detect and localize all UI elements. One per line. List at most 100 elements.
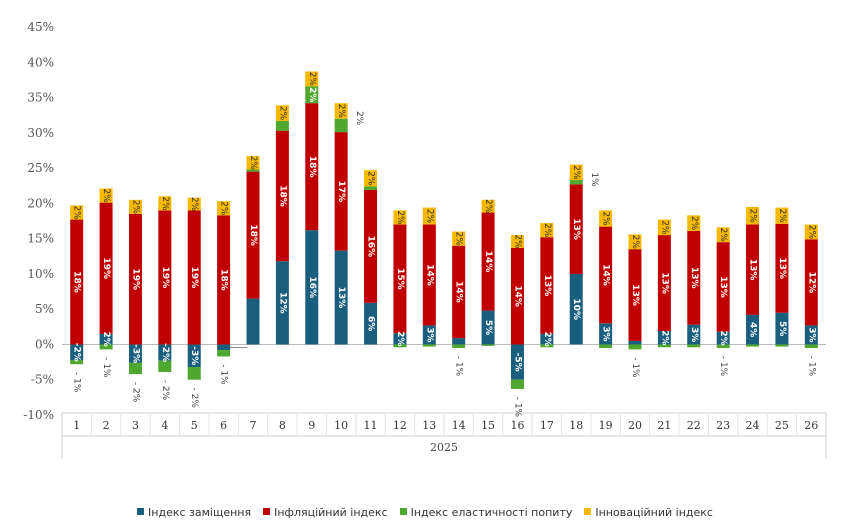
bar-value-label: 13% <box>542 275 552 297</box>
x-tick-label: 1 <box>73 419 80 432</box>
bar-segment <box>217 201 231 216</box>
bar-segment <box>158 210 172 345</box>
x-tick-label: 11 <box>364 419 378 432</box>
y-tick-label: 5% <box>35 302 54 316</box>
bar-segment <box>481 199 495 213</box>
bar-value-label: 18% <box>277 185 287 207</box>
bar-segment <box>540 344 554 348</box>
bar-segment <box>746 224 760 315</box>
bar-value-label: - 1% <box>219 364 229 385</box>
bar-segment <box>746 344 760 347</box>
bar-segment <box>657 344 671 348</box>
bar-value-label: 2% <box>630 235 640 250</box>
bar-value-label: 2% <box>659 220 669 235</box>
bar-value-label: 12% <box>277 292 287 314</box>
bar-value-label: 2% <box>689 216 699 231</box>
bar-segment <box>452 338 466 345</box>
bar-segment <box>246 169 260 172</box>
y-tick-label: 20% <box>27 196 54 210</box>
bar-segment <box>275 120 289 131</box>
bar-segment <box>716 227 730 243</box>
bar-value-label: 18% <box>307 156 317 178</box>
bar-segment <box>569 184 583 274</box>
bar-value-label: 2% <box>659 330 669 345</box>
bar-segment <box>422 207 436 225</box>
bar-value-label: 15% <box>395 268 405 290</box>
bar-segment <box>657 219 671 236</box>
x-tick-label: 4 <box>161 419 168 432</box>
bar-segment <box>804 325 818 345</box>
bar-value-label: - 2% <box>189 388 199 409</box>
bar-value-label: 1% <box>589 172 599 187</box>
bar-segment <box>187 197 201 211</box>
chart-legend: Індекс заміщення Інфляційний індекс Індекс… <box>0 506 850 519</box>
bar-segment <box>128 199 142 214</box>
bar-value-label: 18% <box>219 269 229 291</box>
bar-value-label: 2% <box>718 330 728 345</box>
bar-value-label: -2% <box>72 343 82 362</box>
bar-segment <box>128 213 142 345</box>
bar-segment <box>305 86 319 104</box>
x-axis-group-label: 2025 <box>430 441 458 454</box>
bar-segment <box>657 235 671 332</box>
bar-segment <box>452 245 466 339</box>
bar-value-label: 5% <box>777 321 787 336</box>
x-tick-label: 17 <box>540 419 554 432</box>
bar-segment <box>393 333 407 345</box>
bar-segment <box>422 224 436 326</box>
bar-segment <box>510 379 524 389</box>
bar-value-label: 13% <box>689 267 699 289</box>
legend-label: Індекс еластичності попиту <box>410 506 573 519</box>
bar-segment <box>599 226 613 324</box>
bar-segment <box>452 344 466 348</box>
legend-swatch <box>263 508 271 515</box>
bar-segment <box>481 344 495 346</box>
bar-segment <box>481 212 495 311</box>
bar-segment <box>804 239 818 326</box>
bar-value-label: 2% <box>512 234 522 249</box>
bar-segment <box>128 344 142 363</box>
legend-label: Інфляційний індекс <box>274 506 388 519</box>
bar-value-label: 16% <box>307 277 317 299</box>
bar-value-label: - 1% <box>806 356 816 377</box>
bar-segment <box>628 234 642 250</box>
bar-value-label: 14% <box>512 285 522 307</box>
bar-value-label: -2% <box>160 343 170 362</box>
bar-value-label: 2% <box>130 200 140 215</box>
bar-value-label: 19% <box>130 268 140 290</box>
bar-segment <box>158 344 172 361</box>
x-tick-label: 23 <box>716 419 730 432</box>
bar-segment <box>569 273 583 345</box>
bar-segment <box>275 130 289 262</box>
bar-value-label: 2% <box>307 72 317 87</box>
bar-value-label: - 1% <box>512 397 522 418</box>
bar-segment <box>364 189 378 303</box>
bar-segment <box>246 171 260 299</box>
x-tick-label: 16 <box>510 419 524 432</box>
x-tick-label: 3 <box>132 419 139 432</box>
y-tick-label: -10% <box>23 408 54 422</box>
bar-segment <box>334 132 348 251</box>
bar-segment <box>775 312 789 345</box>
bar-segment <box>775 344 789 347</box>
y-tick-label: 10% <box>27 267 54 281</box>
legend-label: Індекс заміщення <box>148 506 252 519</box>
bar-segment <box>540 223 554 238</box>
bar-segment <box>99 344 113 350</box>
bar-value-label: 13% <box>777 257 787 279</box>
bar-value-label: 2% <box>424 209 434 224</box>
bar-value-label: 14% <box>454 281 464 303</box>
y-tick-label: -5% <box>31 373 54 387</box>
bar-value-label: 2% <box>219 201 229 216</box>
bar-segment <box>599 344 613 348</box>
bar-value-label: 13% <box>718 276 728 298</box>
bar-value-label: - 1% <box>454 356 464 377</box>
bar-segment <box>510 344 524 380</box>
bar-value-label: 2% <box>336 104 346 119</box>
x-tick-label: 7 <box>250 419 257 432</box>
bar-value-label: 2% <box>366 171 376 186</box>
bar-value-label: 2% <box>571 165 581 180</box>
bar-value-label: 13% <box>571 218 581 240</box>
y-tick-label: 40% <box>27 55 54 69</box>
bar-segment <box>275 105 289 121</box>
